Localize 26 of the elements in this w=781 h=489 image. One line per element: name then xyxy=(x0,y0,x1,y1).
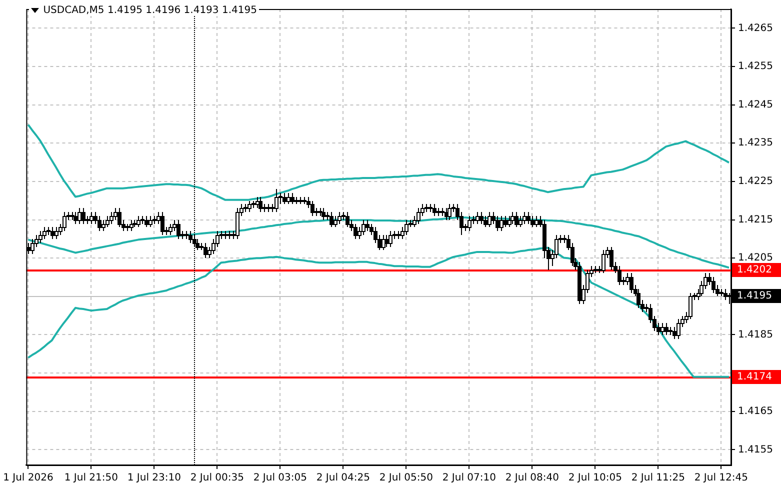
x-tick-label: 2 Jul 11:25 xyxy=(631,472,685,484)
ref-line-label: 1.4174 xyxy=(737,372,772,383)
y-tick-label: 1.4185 xyxy=(738,329,773,340)
ref-line-label: 1.4195 xyxy=(737,290,772,302)
x-tick-label: 1 Jul 21:50 xyxy=(64,472,118,484)
x-tick-label: 1 Jul 2026 xyxy=(3,472,54,484)
x-tick-label: 2 Jul 05:50 xyxy=(379,472,433,484)
x-tick-label: 2 Jul 08:40 xyxy=(505,472,559,484)
y-tick-label: 1.4155 xyxy=(738,444,773,456)
y-tick-label: 1.4165 xyxy=(738,406,773,417)
y-tick-label: 1.4225 xyxy=(738,176,773,188)
y-tick-label: 1.4205 xyxy=(738,252,773,264)
y-tick-label: 1.4245 xyxy=(738,99,773,110)
y-tick-label: 1.4265 xyxy=(738,22,773,34)
x-tick-label: 2 Jul 12:45 xyxy=(694,472,748,484)
x-tick-label: 2 Jul 10:05 xyxy=(568,472,622,484)
x-tick-label: 2 Jul 00:35 xyxy=(190,472,244,484)
x-tick-label: 2 Jul 03:05 xyxy=(253,472,307,484)
x-tick-label: 1 Jul 23:10 xyxy=(127,472,181,484)
y-tick-label: 1.4255 xyxy=(738,61,773,72)
chart-title: USDCAD,M5 1.4195 1.4196 1.4193 1.4195 xyxy=(43,5,257,16)
x-tick-label: 2 Jul 07:10 xyxy=(442,472,496,484)
x-tick-label: 2 Jul 04:25 xyxy=(316,472,370,484)
y-tick-label: 1.4235 xyxy=(738,138,773,149)
y-tick-label: 1.4215 xyxy=(738,214,773,226)
ref-line-label: 1.4202 xyxy=(737,264,772,276)
